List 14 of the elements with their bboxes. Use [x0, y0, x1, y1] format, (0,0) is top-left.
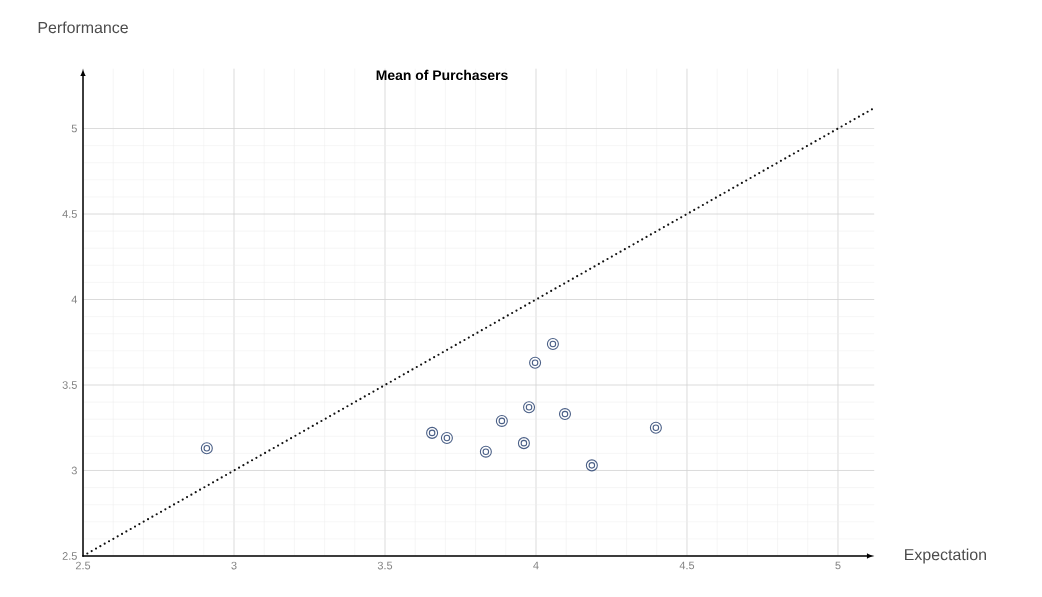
x-tick-label: 4	[533, 561, 539, 570]
y-tick-label: 3	[71, 466, 77, 475]
y-tick-label: 3.5	[62, 381, 77, 389]
y-tick-label: 2.5	[62, 552, 77, 560]
x-tick-label: 3.5	[377, 561, 393, 570]
x-tick-label: 3	[231, 561, 237, 570]
y-axis-title: Performance	[38, 21, 128, 34]
chart-title: Mean of Purchasers	[376, 69, 508, 81]
x-tick-label: 5	[835, 561, 841, 570]
x-axis-title: Expectation	[905, 548, 986, 564]
y-tick-label: 4	[71, 295, 78, 304]
y-tick-label: 5	[71, 124, 77, 133]
x-tick-label: 4.5	[679, 561, 695, 570]
y-tick-label: 4.5	[62, 210, 77, 218]
